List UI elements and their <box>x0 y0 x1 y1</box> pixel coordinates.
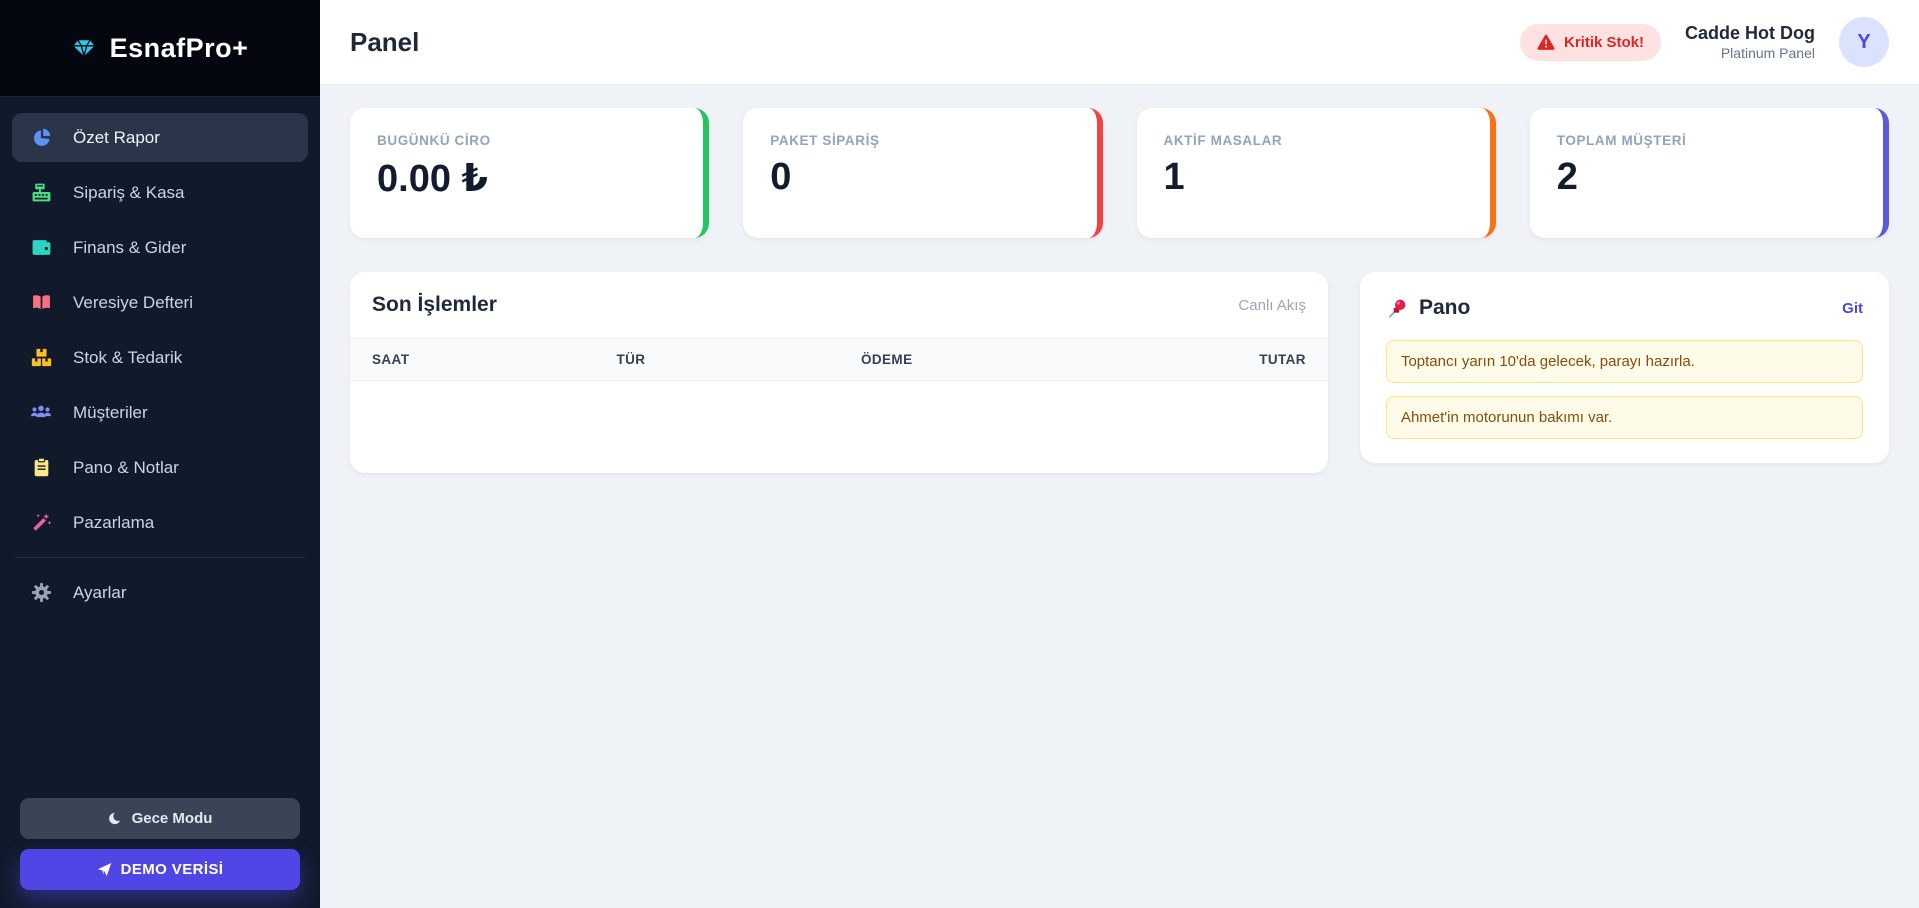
book-open-icon <box>29 292 53 313</box>
sidebar-item-label: Veresiye Defteri <box>73 292 193 312</box>
sidebar-item-label: Sipariş & Kasa <box>73 182 185 202</box>
sidebar-item-pazarlama[interactable]: Pazarlama <box>12 498 308 547</box>
gear-icon <box>29 582 53 603</box>
pano-title: Pano <box>1418 296 1471 319</box>
avatar-initial: Y <box>1857 30 1871 53</box>
sidebar-item-label: Özet Rapor <box>73 127 160 147</box>
stat-label: TOPLAM MÜŞTERİ <box>1556 133 1687 148</box>
logo-text: EsnafPro+ <box>109 32 249 63</box>
sidebar-nav: Özet Rapor Sipariş & <box>0 97 320 798</box>
paper-plane-icon <box>97 862 112 877</box>
sidebar: EsnafPro+ Özet Rapor <box>0 0 320 908</box>
night-mode-label: Gece Modu <box>131 810 213 827</box>
header: Panel Kritik Stok! Cadde Hot Dog Platinu… <box>320 0 1919 85</box>
sidebar-item-veresiye-defteri[interactable]: Veresiye Defteri <box>12 278 308 327</box>
wallet-icon <box>29 237 53 258</box>
users-icon <box>29 402 53 423</box>
sidebar-item-ozet-rapor[interactable]: Özet Rapor <box>12 113 308 162</box>
stat-value: 1 <box>1163 156 1185 198</box>
sidebar-item-ayarlar[interactable]: Ayarlar <box>12 568 308 617</box>
critical-stock-label: Kritik Stok! <box>1563 33 1644 51</box>
boxes-icon <box>29 347 53 368</box>
sidebar-item-label: Stok & Tedarik <box>73 347 183 367</box>
column-tutar: TUTAR <box>1259 352 1306 367</box>
stat-value: 2 <box>1556 156 1578 198</box>
stat-value: 0 <box>770 156 792 198</box>
live-feed-label: Canlı Akış <box>1238 296 1306 314</box>
pano-card: Pano Git Toptancı yarın 10'da gelecek, p… <box>1359 272 1889 463</box>
night-mode-button[interactable]: Gece Modu <box>20 798 300 839</box>
user-info: Cadde Hot Dog Platinum Panel <box>1685 22 1815 62</box>
transactions-title: Son İşlemler <box>372 293 497 316</box>
gem-icon <box>72 32 96 64</box>
table-header-row: SAAT TÜR ÖDEME TUTAR <box>350 338 1328 381</box>
sidebar-item-siparis-kasa[interactable]: Sipariş & Kasa <box>12 168 308 217</box>
stat-card-aktif-masalar: AKTİF MASALAR 1 <box>1136 108 1496 238</box>
chart-pie-icon <box>29 127 53 148</box>
page-title: Panel <box>350 26 420 57</box>
plan-label: Platinum Panel <box>1720 44 1815 61</box>
transactions-table: SAAT TÜR ÖDEME TUTAR <box>350 338 1328 473</box>
pano-title-wrap: Pano <box>1386 296 1470 320</box>
stat-label: AKTİF MASALAR <box>1163 133 1283 148</box>
note-item: Toptancı yarın 10'da gelecek, parayı haz… <box>1385 340 1863 383</box>
stat-label: PAKET SİPARİŞ <box>770 133 880 148</box>
sidebar-item-label: Pazarlama <box>73 512 155 532</box>
transactions-card: Son İşlemler Canlı Akış SAAT TÜR ÖDEME T… <box>350 272 1328 473</box>
sidebar-item-musteriler[interactable]: Müşteriler <box>12 388 308 437</box>
note-item: Ahmet'in motorunun bakımı var. <box>1385 396 1863 439</box>
stats-row: BUGÜNKÜ CİRO 0.00 ₺ PAKET SİPARİŞ 0 AKTİ… <box>350 108 1889 238</box>
clipboard-icon <box>29 457 53 478</box>
stat-card-paket-siparis: PAKET SİPARİŞ 0 <box>743 108 1103 238</box>
nav-divider <box>14 557 306 558</box>
wand-icon <box>29 512 53 533</box>
column-saat: SAAT <box>372 352 410 367</box>
business-name: Cadde Hot Dog <box>1685 23 1815 43</box>
panels-row: Son İşlemler Canlı Akış SAAT TÜR ÖDEME T… <box>350 272 1889 473</box>
sidebar-bottom: Gece Modu DEMO VERİSİ <box>0 798 320 908</box>
stat-label: BUGÜNKÜ CİRO <box>377 133 491 148</box>
content: BUGÜNKÜ CİRO 0.00 ₺ PAKET SİPARİŞ 0 AKTİ… <box>320 85 1919 473</box>
stat-value: 0.00 ₺ <box>377 158 488 200</box>
sidebar-item-finans-gider[interactable]: Finans & Gider <box>12 223 308 272</box>
empty-table-body <box>350 381 1328 473</box>
cash-register-icon <box>29 182 53 203</box>
stat-card-toplam-musteri: TOPLAM MÜŞTERİ 2 <box>1529 108 1889 238</box>
sidebar-item-label: Müşteriler <box>73 402 148 422</box>
critical-stock-badge[interactable]: Kritik Stok! <box>1519 23 1661 61</box>
sidebar-item-label: Ayarlar <box>73 582 127 602</box>
column-tur: TÜR <box>616 352 646 367</box>
git-link[interactable]: Git <box>1842 299 1863 317</box>
moon-icon <box>108 811 123 826</box>
avatar[interactable]: Y <box>1839 17 1889 67</box>
logo: EsnafPro+ <box>0 0 320 97</box>
warning-icon <box>1537 34 1555 51</box>
column-odeme: ÖDEME <box>860 352 913 367</box>
sidebar-item-label: Finans & Gider <box>73 237 187 257</box>
header-right: Kritik Stok! Cadde Hot Dog Platinum Pane… <box>1519 17 1889 67</box>
pushpin-icon <box>1386 297 1409 320</box>
transactions-header: Son İşlemler Canlı Akış <box>350 272 1328 338</box>
demo-data-label: DEMO VERİSİ <box>120 861 224 878</box>
sidebar-item-stok-tedarik[interactable]: Stok & Tedarik <box>12 333 308 382</box>
main-area: Panel Kritik Stok! Cadde Hot Dog Platinu… <box>320 0 1919 908</box>
sidebar-item-label: Pano & Notlar <box>73 457 179 477</box>
demo-data-button[interactable]: DEMO VERİSİ <box>20 849 300 890</box>
sidebar-item-pano-notlar[interactable]: Pano & Notlar <box>12 443 308 492</box>
stat-card-bugunku-ciro: BUGÜNKÜ CİRO 0.00 ₺ <box>350 108 710 238</box>
pano-header: Pano Git <box>1386 296 1863 320</box>
